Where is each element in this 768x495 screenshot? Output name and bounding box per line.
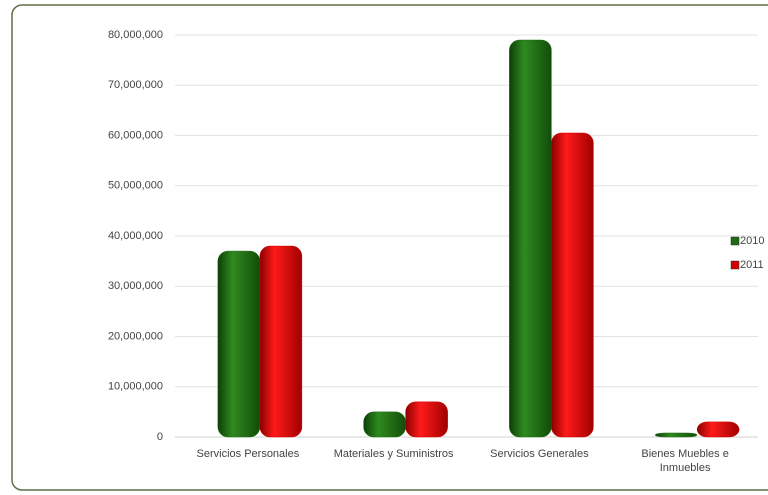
y-tick-label: 20,000,000	[108, 330, 163, 342]
y-tick-label: 70,000,000	[108, 79, 163, 91]
bar	[551, 132, 594, 438]
bar	[405, 401, 448, 438]
bar	[509, 39, 552, 438]
bar	[259, 245, 303, 438]
x-tick-label: Materiales y Suministros	[333, 448, 454, 460]
x-tick-label: Bienes Muebles e Inmuebles	[641, 448, 729, 474]
x-tick-label: Servicios Personales	[196, 448, 300, 460]
legend-label: 2011	[740, 259, 764, 271]
bar	[696, 421, 740, 438]
bar	[654, 432, 698, 438]
legend-swatch	[730, 260, 740, 270]
y-tick-label: 10,000,000	[108, 381, 163, 393]
y-tick-label: 80,000,000	[108, 29, 163, 41]
y-tick-label: 30,000,000	[108, 280, 163, 292]
y-tick-label: 50,000,000	[108, 180, 163, 192]
legend-swatch	[730, 236, 740, 246]
legend-label: 2010	[740, 235, 764, 247]
x-tick-label: Servicios Generales	[490, 448, 589, 460]
y-tick-label: 0	[157, 431, 163, 443]
y-tick-label: 60,000,000	[108, 129, 163, 141]
bar	[217, 250, 261, 438]
y-tick-label: 40,000,000	[108, 230, 163, 242]
bar	[363, 411, 406, 438]
